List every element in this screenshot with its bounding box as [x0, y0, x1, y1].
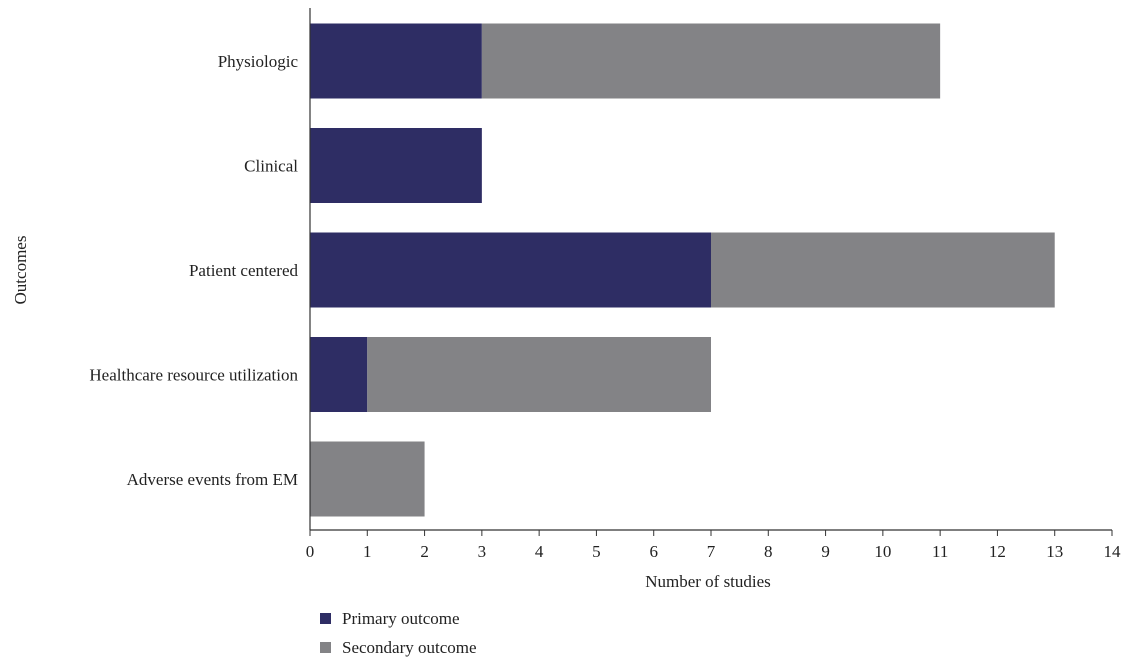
- x-ticks: 0 1 2 3 4 5 6 7 8 9 10 11 12 13 14: [306, 530, 1121, 561]
- bar-secondary-outcome-adverse-events-from-em: [310, 441, 425, 517]
- bar-primary-outcome-patient-centered: [310, 232, 711, 308]
- x-axis-title: Number of studies: [645, 572, 771, 591]
- x-tick-label-9: 9: [821, 542, 830, 561]
- category-label-patient-centered: Patient centered: [189, 261, 299, 280]
- legend-label-primary-outcome: Primary outcome: [342, 609, 460, 628]
- x-tick-label-8: 8: [764, 542, 773, 561]
- x-tick-label-10: 10: [874, 542, 891, 561]
- category-label-physiologic: Physiologic: [218, 52, 299, 71]
- legend-swatch-secondary-outcome: [320, 642, 331, 653]
- bar-secondary-outcome-healthcare-resource-utilization: [367, 337, 711, 412]
- bar-secondary-outcome-physiologic: [481, 23, 941, 99]
- x-tick-label-12: 12: [989, 542, 1006, 561]
- x-tick-label-1: 1: [363, 542, 372, 561]
- x-tick-label-11: 11: [932, 542, 948, 561]
- bar-primary-outcome-physiologic: [310, 23, 482, 99]
- x-tick-label-3: 3: [478, 542, 487, 561]
- bars-layer: [310, 23, 1055, 517]
- x-tick-label-5: 5: [592, 542, 601, 561]
- bar-primary-outcome-clinical: [310, 128, 482, 203]
- x-tick-label-14: 14: [1104, 542, 1122, 561]
- x-tick-label-6: 6: [649, 542, 658, 561]
- category-label-healthcare-resource-utilization: Healthcare resource utilization: [89, 366, 298, 385]
- x-tick-label-4: 4: [535, 542, 544, 561]
- category-labels: Physiologic Clinical Patient centered Healt…: [89, 52, 298, 489]
- legend: Primary outcome Secondary outcome: [320, 609, 477, 657]
- bar-primary-outcome-healthcare-resource-utilization: [310, 337, 368, 412]
- x-tick-label-13: 13: [1046, 542, 1063, 561]
- x-tick-label-2: 2: [420, 542, 429, 561]
- category-label-clinical: Clinical: [244, 157, 298, 176]
- legend-label-secondary-outcome: Secondary outcome: [342, 638, 477, 657]
- bar-secondary-outcome-patient-centered: [711, 232, 1055, 308]
- x-tick-label-0: 0: [306, 542, 315, 561]
- legend-swatch-primary-outcome: [320, 613, 331, 624]
- category-label-adverse-events-from-em: Adverse events from EM: [127, 470, 298, 489]
- y-axis-title: Outcomes: [11, 236, 30, 305]
- x-tick-label-7: 7: [707, 542, 716, 561]
